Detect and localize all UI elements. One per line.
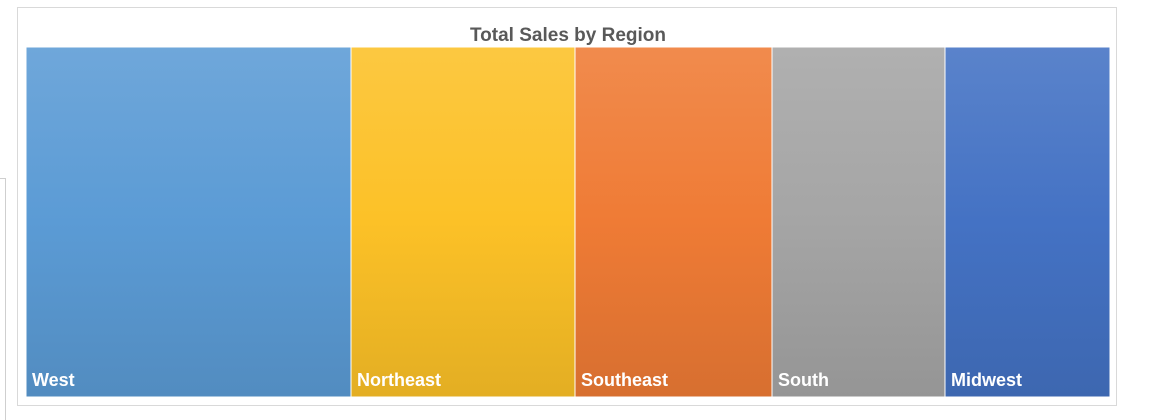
tile-south[interactable] <box>771 46 946 398</box>
tile-west[interactable] <box>25 46 352 398</box>
tile-label-west: West <box>32 370 75 390</box>
tile-midwest[interactable] <box>944 46 1111 398</box>
tile-label-south: South <box>778 370 829 390</box>
tile-northeast[interactable] <box>350 46 576 398</box>
tile-label-northeast: Northeast <box>357 370 441 390</box>
chart-title: Total Sales by Region <box>469 25 667 46</box>
tile-label-midwest: Midwest <box>951 370 1022 390</box>
tile-southeast[interactable] <box>574 46 773 398</box>
tile-label-southeast: Southeast <box>581 370 668 390</box>
adjacent-panel-edge <box>0 178 6 420</box>
